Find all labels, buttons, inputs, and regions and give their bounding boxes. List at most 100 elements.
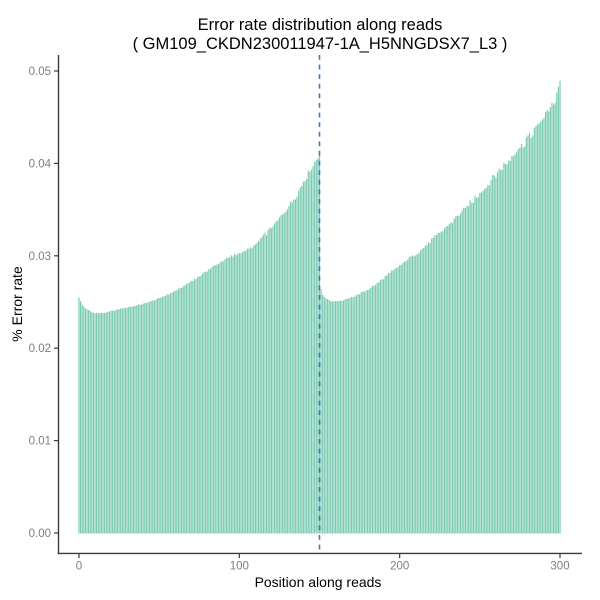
error-rate-bar [333, 301, 335, 534]
error-rate-bar [301, 185, 303, 534]
y-tick-label: 0.01 [29, 436, 51, 448]
error-rate-bar [506, 164, 508, 534]
error-rate-bar [455, 216, 457, 534]
error-rate-bar [286, 209, 289, 534]
error-rate-bar [288, 205, 290, 534]
error-rate-bar [378, 282, 380, 534]
error-rate-bar [306, 178, 308, 534]
error-rate-bar [339, 300, 341, 534]
error-rate-bar [213, 265, 215, 534]
error-rate-bar [541, 119, 543, 534]
error-rate-bar [480, 192, 483, 534]
error-rate-bar [296, 196, 298, 534]
error-rate-bar [416, 253, 418, 534]
error-rate-bar [437, 232, 439, 534]
error-rate-bar [147, 302, 149, 534]
error-rate-bar [272, 226, 274, 534]
error-rate-bar [503, 163, 505, 534]
error-rate-bar [532, 135, 534, 534]
error-rate-bar [330, 301, 332, 534]
x-tick-label: 100 [230, 561, 249, 573]
error-rate-bar [240, 253, 242, 534]
error-rate-bar [254, 244, 256, 534]
error-rate-bar [253, 245, 255, 534]
error-rate-bar [153, 300, 155, 534]
error-rate-bar [193, 279, 196, 534]
error-rate-bar [89, 311, 91, 534]
error-rate-bar [197, 277, 199, 534]
error-rate-bar [415, 255, 417, 534]
error-rate-bar [232, 256, 234, 534]
error-rate-bar [203, 271, 205, 534]
error-rate-bar [81, 304, 83, 534]
error-rate-bar [458, 215, 460, 534]
error-rate-bar [527, 135, 529, 534]
error-rate-bar [528, 133, 531, 534]
error-rate-bar [323, 296, 325, 534]
error-rate-bar [434, 235, 436, 534]
error-rate-bar [129, 306, 131, 534]
error-rate-bar [554, 102, 556, 534]
error-rate-bar [538, 123, 540, 534]
error-rate-bar [152, 300, 154, 534]
x-tick-label: 300 [550, 561, 569, 573]
error-rate-bar [451, 223, 454, 534]
error-rate-bar [472, 202, 475, 534]
error-rate-bar [233, 253, 236, 534]
error-rate-bar [317, 158, 319, 534]
error-rate-bar [516, 152, 518, 534]
error-rate-bar [172, 291, 175, 534]
error-rate-bar [112, 310, 114, 534]
error-rate-bar [413, 256, 415, 534]
error-rate-bar [91, 312, 93, 534]
error-rate-bar [309, 171, 311, 534]
error-rate-bar [241, 252, 244, 534]
error-rate-bar [389, 272, 391, 534]
error-rate-bar [115, 310, 117, 534]
error-rate-bar [429, 243, 431, 534]
error-rate-bar [508, 160, 510, 534]
error-rate-bar [487, 184, 489, 534]
error-rate-bar [498, 168, 500, 534]
error-rate-bar [259, 238, 261, 534]
error-rate-bar [280, 215, 282, 534]
error-rate-bar [211, 266, 213, 534]
error-rate-bar [326, 299, 329, 534]
error-rate-bar [185, 283, 188, 534]
error-rate-bar [544, 111, 547, 534]
error-rate-bar [310, 169, 313, 534]
error-rate-bar [105, 312, 107, 534]
error-rate-bar [331, 301, 333, 534]
error-rate-bar [442, 231, 444, 534]
error-rate-bar [230, 255, 232, 534]
error-rate-bar [123, 307, 125, 534]
error-rate-bar [368, 289, 370, 534]
error-rate-bar [477, 196, 479, 534]
error-rate-bar [208, 269, 210, 534]
error-rate-bar [217, 263, 220, 534]
error-rate-bar [298, 190, 300, 534]
error-rate-bar [299, 187, 301, 534]
error-rate-bar [334, 301, 337, 534]
error-rate-bar [320, 289, 322, 534]
error-rate-bar [121, 308, 123, 534]
error-rate-bar [363, 291, 365, 534]
x-tick-label: 200 [390, 561, 409, 573]
error-rate-bar [536, 124, 539, 534]
error-rate-bar [249, 247, 252, 534]
x-axis-title: Position along reads [255, 574, 382, 590]
error-rate-bar [459, 213, 462, 534]
error-rate-bar [519, 147, 521, 534]
error-rate-bar [342, 300, 345, 534]
error-rate-bar [344, 299, 346, 534]
error-rate-bar [128, 306, 130, 534]
error-rate-bar [471, 202, 473, 534]
error-rate-bar [349, 297, 351, 534]
error-rate-bar [285, 211, 287, 534]
error-rate-bar [145, 302, 147, 534]
error-rate-bar [383, 279, 385, 534]
error-rate-bar [221, 261, 223, 534]
error-rate-bar [261, 236, 263, 534]
error-rate-bar [548, 111, 550, 534]
error-rate-bar [200, 275, 202, 534]
